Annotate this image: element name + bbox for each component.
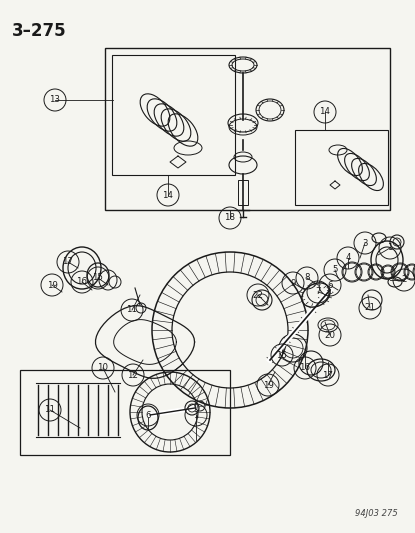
Text: 14: 14 [163, 190, 173, 199]
Text: 17: 17 [322, 370, 334, 379]
Text: 11: 11 [127, 305, 137, 314]
Text: 9: 9 [290, 279, 295, 287]
Text: 94J03 275: 94J03 275 [355, 509, 398, 518]
Text: 4: 4 [345, 254, 351, 262]
Text: 22: 22 [252, 290, 264, 300]
Text: 21: 21 [364, 303, 376, 312]
Bar [238, 180, 248, 205]
Text: 16: 16 [300, 364, 310, 373]
Text: 8: 8 [304, 273, 310, 282]
Text: 3: 3 [362, 238, 368, 247]
Text: 15: 15 [93, 273, 103, 282]
Text: 20: 20 [325, 330, 335, 340]
Text: 14: 14 [320, 108, 330, 117]
Bar [112, 55, 235, 175]
Text: 15: 15 [276, 351, 288, 359]
Text: 19: 19 [263, 381, 273, 390]
Text: 13: 13 [49, 95, 61, 104]
Text: 6: 6 [145, 410, 151, 419]
Bar [105, 48, 390, 210]
Text: 2: 2 [401, 276, 407, 285]
Text: 7: 7 [315, 287, 321, 296]
Text: 5: 5 [332, 265, 338, 274]
Text: 19: 19 [46, 280, 57, 289]
Text: 18: 18 [225, 214, 235, 222]
Text: 1: 1 [193, 410, 199, 419]
Bar [20, 370, 230, 455]
Bar [295, 130, 388, 205]
Text: 11: 11 [44, 406, 56, 415]
Text: 3–275: 3–275 [12, 22, 67, 40]
Text: 16: 16 [76, 278, 88, 287]
Text: 17: 17 [63, 257, 73, 266]
Text: 10: 10 [98, 364, 108, 373]
Text: 1: 1 [387, 244, 393, 253]
Text: 12: 12 [127, 370, 139, 379]
Text: 6: 6 [327, 280, 333, 289]
